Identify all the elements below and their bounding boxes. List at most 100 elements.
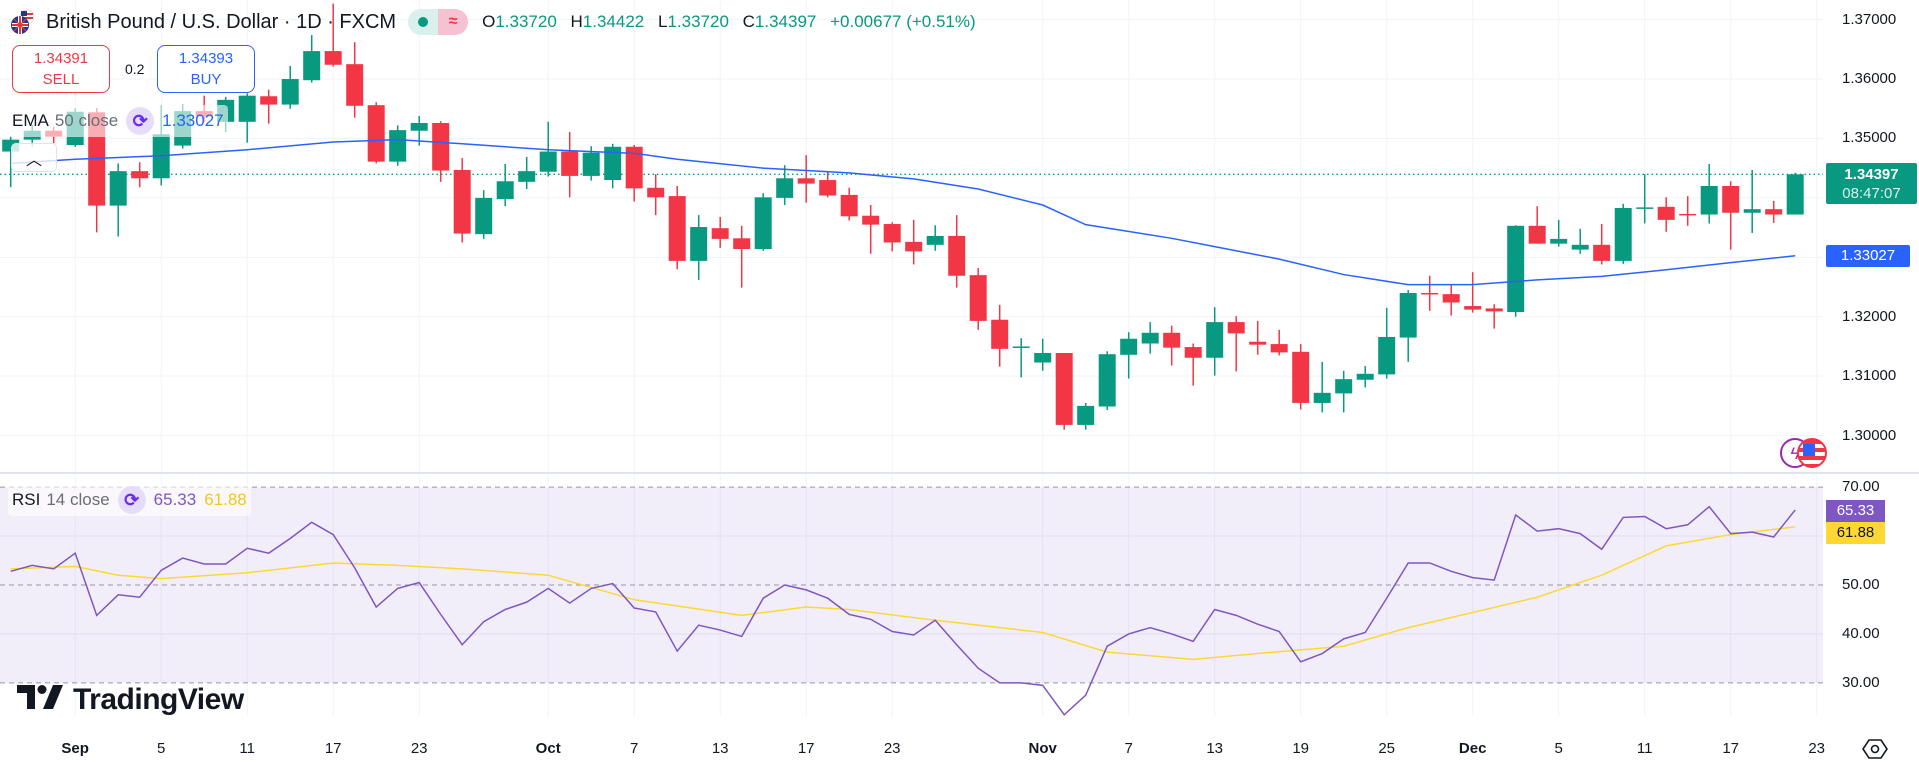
time-axis-label: 23 <box>1808 740 1826 757</box>
candle-down <box>324 51 342 65</box>
candle-down <box>1249 341 1267 345</box>
candle-down <box>131 171 149 179</box>
rsi-name: RSI <box>12 490 41 509</box>
sell-label: SELL <box>42 71 80 88</box>
rsi-value-tag: 65.33 <box>1826 500 1885 522</box>
low-value: 1.33720 <box>667 12 729 31</box>
candle-down <box>1270 344 1288 353</box>
time-axis-label: 17 <box>324 740 342 757</box>
time-axis-label: 17 <box>1722 740 1740 757</box>
time-axis-label: 13 <box>1206 740 1224 757</box>
buy-button[interactable]: 1.34393 BUY <box>157 45 255 93</box>
candle-up <box>1356 373 1374 380</box>
price-axis-label: 1.32000 <box>1842 307 1897 325</box>
time-axis-label: 25 <box>1378 740 1396 757</box>
candle-up <box>1378 336 1396 375</box>
candle-down <box>1679 213 1697 216</box>
time-axis-label: Dec <box>1458 740 1487 757</box>
candle-down <box>1765 209 1783 215</box>
candle-up <box>1550 238 1568 244</box>
ema-legend[interactable]: EMA 50 close ⟳ 1.33027 <box>8 105 228 137</box>
time-axis-label: 13 <box>711 740 729 757</box>
candle-down <box>1421 292 1439 295</box>
grid-lines <box>0 0 1823 716</box>
bar-countdown: 08:47:07 <box>1842 185 1901 202</box>
ema-params: 50 close <box>54 111 119 130</box>
candle-down <box>453 169 471 234</box>
candle-down <box>1528 225 1546 244</box>
tradingview-logo[interactable]: TradingView <box>17 683 244 717</box>
candle-up <box>582 152 600 176</box>
candle-up <box>1141 332 1159 344</box>
time-axis-label: 5 <box>157 740 166 757</box>
time-axis-label: 7 <box>1124 740 1133 757</box>
time-axis-label: 5 <box>1554 740 1563 757</box>
candle-down <box>367 105 385 162</box>
ema-name: EMA <box>12 111 49 130</box>
candle-down <box>948 235 966 276</box>
rsi-params: 14 close <box>46 490 110 509</box>
candle-up <box>238 95 256 122</box>
candle-up <box>1399 292 1417 338</box>
time-axis-label: Nov <box>1028 740 1057 757</box>
candle-up <box>496 181 514 200</box>
symbol-title[interactable]: British Pound / U.S. Dollar · 1D · FXCM <box>46 10 397 33</box>
rsi-axis-label: 50.00 <box>1842 576 1880 593</box>
candle-down <box>1722 186 1740 213</box>
candle-up <box>475 197 493 235</box>
candle-down <box>711 228 729 239</box>
candle-down <box>1485 308 1503 312</box>
candle-up <box>389 130 407 162</box>
refresh-icon[interactable]: ⟳ <box>126 107 155 135</box>
spread-value: 0.2 <box>125 61 145 77</box>
price-axis-label: 1.31000 <box>1842 367 1897 385</box>
time-axis-label: Sep <box>61 740 89 757</box>
candle-up <box>281 79 299 105</box>
candle-up <box>1034 353 1052 363</box>
candle-up <box>1335 379 1353 394</box>
candle-down <box>346 64 364 106</box>
refresh-icon[interactable]: ⟳ <box>117 486 146 514</box>
candle-up <box>1313 392 1331 403</box>
high-value: 1.34422 <box>582 12 645 31</box>
candle-down <box>991 319 1009 349</box>
price-axis-label: 1.37000 <box>1842 10 1897 28</box>
sell-price: 1.34391 <box>33 50 89 67</box>
collapse-legend-button[interactable]: ︿ <box>11 143 57 172</box>
candle-up <box>1012 346 1030 348</box>
open-label: O <box>482 12 496 31</box>
ohlc-values: O1.33720 H1.34422 L1.33720 C1.34397 +0.0… <box>482 12 985 32</box>
candle-down <box>733 238 751 249</box>
candle-up <box>1507 225 1525 312</box>
status-pill[interactable]: ≈ <box>408 9 469 35</box>
ema-price-tag: 1.33027 <box>1826 245 1910 267</box>
rsi-value: 65.33 <box>153 490 197 509</box>
candle-up <box>604 146 622 181</box>
ema-line <box>10 138 1796 286</box>
price-axis-label: 1.36000 <box>1842 70 1897 88</box>
candle-up <box>926 235 944 245</box>
time-axis-label: 23 <box>410 740 428 757</box>
current-price: 1.34397 <box>1844 166 1899 183</box>
rsi-axis-label: 40.00 <box>1842 624 1880 642</box>
candle-down <box>1184 347 1202 358</box>
candle-up <box>754 197 772 249</box>
symbol-legend[interactable]: British Pound / U.S. Dollar · 1D · FXCM … <box>10 8 985 36</box>
candle-down <box>819 180 837 196</box>
candle-up <box>518 171 536 182</box>
ema-value: 1.33027 <box>162 111 224 130</box>
candle-up <box>690 227 708 261</box>
time-axis-label: 17 <box>797 740 815 757</box>
time-axis-label: 23 <box>883 740 901 757</box>
candle-down <box>1227 322 1245 334</box>
candle-down <box>969 275 987 321</box>
chart-settings-icon[interactable] <box>1862 738 1888 766</box>
rsi-legend[interactable]: RSI 14 close ⟳ 65.33 61.88 <box>8 484 251 516</box>
candle-down <box>432 123 450 171</box>
sell-button[interactable]: 1.34391 SELL <box>12 45 110 93</box>
candle-down <box>883 224 901 243</box>
candle-down <box>905 241 923 252</box>
candle-down <box>1163 332 1181 348</box>
us-economic-event-flag-icon[interactable] <box>1797 438 1827 468</box>
